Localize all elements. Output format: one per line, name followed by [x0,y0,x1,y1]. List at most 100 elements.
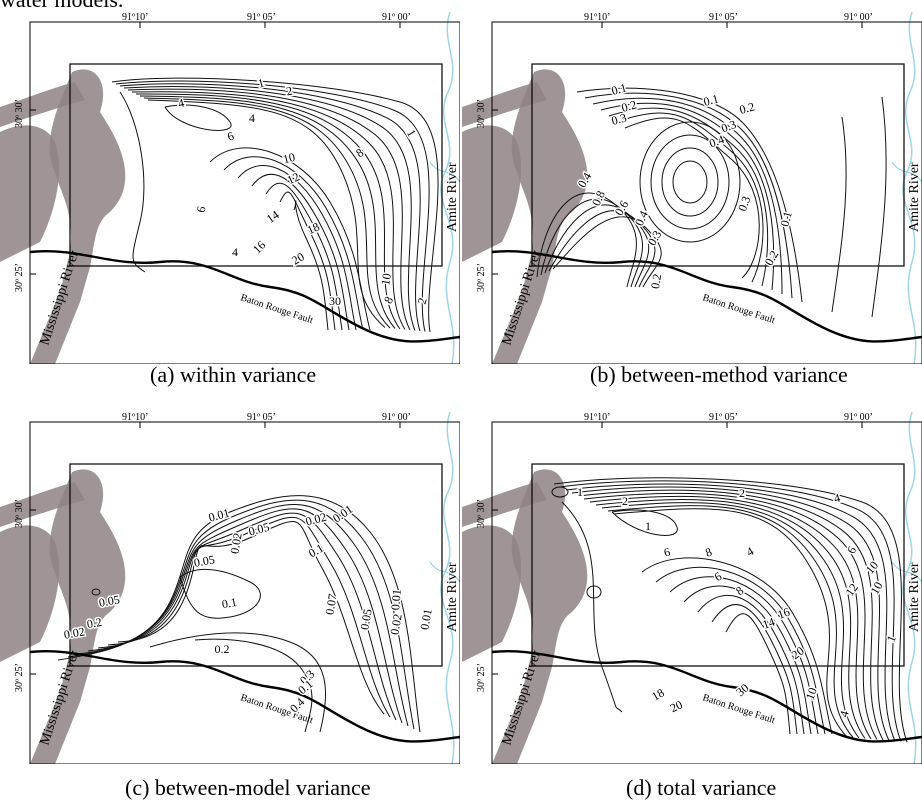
contour-line [600,102,775,291]
contour-value-label: 4 [744,544,756,559]
contour-value-label: 2 [622,494,628,508]
contour-line [139,95,396,329]
caption-b: (b) between-method variance [590,362,848,387]
contour-line [613,508,848,738]
contour-line [577,489,884,741]
contour-value-label: 0.2 [620,97,638,114]
contour-line [672,160,708,204]
lon-tick-label: 91º 00’ [382,412,411,423]
contour-value-label: 0.05 [247,520,271,539]
lon-tick-label: 91º10’ [122,412,148,423]
contour-line [586,585,602,599]
contour-value-label: 0.3 [610,110,628,127]
contour-value-label: 18 [649,685,666,703]
contour-value-label: 2 [739,486,745,500]
contour-line [561,501,623,713]
map-b: 91º10’ 91º 05’ 91º 00’30º 30’30º 25’ Missis… [462,12,922,364]
intro-text: water models. [0,0,123,14]
contour-line [143,97,391,329]
contour-value-label: 0.2 [738,99,756,116]
contour-value-label: 12 [285,169,302,187]
contour-line [639,121,741,243]
contour-value-label: 6 [225,129,235,144]
contour-value-label: 20 [668,697,685,715]
contour-value-label: 0.3 [735,194,753,213]
contour-value-label: 18 [305,219,322,237]
contour-value-label: 0.05 [357,608,374,631]
tributary [891,161,922,183]
contour-value-label: 4 [176,96,185,111]
contour-value-label: 0.2 [215,642,230,656]
study-area-frame [531,463,905,667]
contour-value-label: 20 [789,644,807,662]
study-area-frame [69,63,443,267]
contour-value-label: 16 [250,238,268,256]
contour-line [641,557,833,735]
lon-tick-label: 91º 00’ [382,12,411,23]
tributary [429,561,460,583]
contour-value-label: 0.02 [227,532,244,555]
contour-line [123,86,416,331]
lat-tick-label: 30º 25’ [14,263,25,292]
caption-d: (d) total variance [626,775,777,800]
contour-line [608,107,769,287]
contour-value-label: 0.01 [330,502,355,526]
lon-tick-label: 91º 00’ [844,412,873,423]
contour-line [871,96,887,318]
baton-rouge-fault-line [29,650,460,743]
contour-value-label: 0.01 [207,506,231,525]
contour-line [209,147,371,331]
contour-value-label: 0.02 [63,624,86,641]
fault-label: Baton Rouge Fault [701,692,776,726]
contour-line [117,521,385,715]
contour-value-label: 14 [761,615,777,632]
contour-value-label: 0.1 [702,91,720,108]
contour-line [669,576,819,735]
contour-line [179,568,261,619]
contour-line [655,566,826,735]
contour-value-label: 30 [733,681,751,699]
contour-line [551,486,569,498]
contour-line [601,502,860,739]
lon-tick-label: 91º 05’ [709,12,738,23]
contour-value-label: 6 [194,205,209,213]
contour-line [595,498,866,739]
contour-line [576,87,803,303]
amite-label: Amite River [445,562,460,632]
contour-line [115,80,430,332]
contour-line [279,191,336,331]
lon-tick-label: 91º 05’ [247,412,276,423]
map-frame [29,421,460,764]
contour-line [77,504,409,727]
fault-label: Baton Rouge Fault [239,292,314,326]
caption-c: (c) between-model variance [125,775,371,800]
contour-line [91,588,101,596]
contour-value-label: 4 [249,111,255,125]
contour-line [97,512,397,721]
lon-tick-label: 91º 00’ [844,12,873,23]
contour-value-label: 10 [378,272,394,286]
baton-rouge-fault-line [29,250,460,343]
contour-value-label: 2 [285,84,293,99]
lat-tick-label: 30º 30’ [476,499,487,528]
contour-value-label: 0.2 [86,615,103,631]
caption-a: (a) within variance [150,362,317,387]
contour-line [293,200,329,331]
contour-line [616,112,764,283]
contour-line [194,638,313,733]
contour-line [237,165,357,331]
map-frame [491,21,922,364]
amite-label: Amite River [445,162,460,232]
contour-value-label: 0.05 [98,592,121,609]
contour-value-label: 30 [329,294,341,308]
contour-line [624,117,760,279]
lat-tick-label: 30º 25’ [476,663,487,692]
contour-line [711,604,798,735]
contour-value-label: 1 [404,127,419,139]
tributary [429,161,460,183]
contour-line [661,147,719,217]
map-panel-b: 91º10’ 91º 05’ 91º 00’ 30º 30’ 30º 25’ Missis… [462,12,922,364]
contour-line [111,77,439,333]
map-panel-c: 91º10’ 91º 05’ 91º 00’ 30º 30’ 30º 25’ Missis… [0,412,460,764]
lon-tick-label: 91º10’ [122,12,148,23]
